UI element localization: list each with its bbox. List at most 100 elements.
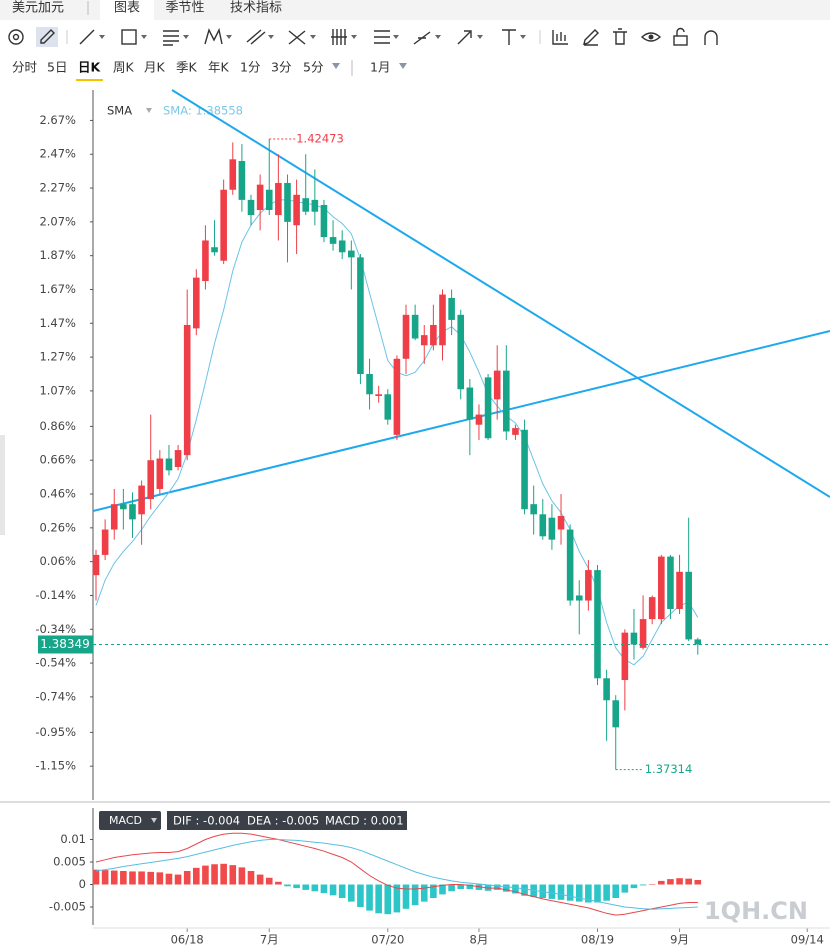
macd-bar xyxy=(685,878,692,885)
tab-active[interactable] xyxy=(100,0,154,20)
indicator-readout: SMA: 1.38558 xyxy=(163,104,243,118)
y-tick-label: 0.86% xyxy=(39,419,76,433)
side-tab[interactable] xyxy=(0,435,5,535)
period[interactable]: 日K xyxy=(78,60,102,75)
candle-body xyxy=(475,414,483,425)
x-tick-label: 08/19 xyxy=(581,933,614,947)
candle-body xyxy=(585,570,592,601)
y-tick-label: 2.47% xyxy=(39,147,76,161)
period[interactable]: 周K xyxy=(113,60,135,75)
period[interactable]: 季K xyxy=(176,60,198,75)
tool-icon[interactable] xyxy=(457,30,483,45)
macd-line xyxy=(95,832,698,916)
tool-icon[interactable] xyxy=(204,27,232,45)
macd-bar xyxy=(220,863,227,885)
tool-icon[interactable] xyxy=(288,30,316,45)
tool-icon[interactable] xyxy=(613,28,627,45)
period[interactable]: 3分 xyxy=(271,60,291,75)
tool-icon[interactable] xyxy=(413,31,441,45)
x-tick-label: 06/18 xyxy=(171,933,204,947)
tool-icon[interactable] xyxy=(583,29,599,46)
trend-line[interactable] xyxy=(92,330,830,512)
period[interactable]: 分时 xyxy=(12,60,38,75)
candle-body xyxy=(302,198,310,212)
tool-icon[interactable] xyxy=(79,29,105,45)
period[interactable]: 1分 xyxy=(240,60,260,75)
period[interactable]: 年K xyxy=(208,60,230,75)
candle-body xyxy=(548,517,556,540)
macd-bar xyxy=(448,884,455,892)
tab[interactable]: 季节性 xyxy=(165,1,204,16)
range[interactable]: 1月 xyxy=(370,60,390,75)
macd-bar xyxy=(402,884,410,909)
macd-name[interactable]: MACD xyxy=(109,814,142,827)
candle-body xyxy=(439,294,446,346)
macd-bar xyxy=(256,874,264,885)
tab[interactable]: 技术指标 xyxy=(230,1,282,16)
trend-line[interactable] xyxy=(171,89,830,498)
macd-readout: MACD : 0.001 xyxy=(325,814,404,828)
macd-bar xyxy=(110,870,118,885)
tool-icon[interactable] xyxy=(163,30,189,46)
y-tick-label: -0.34% xyxy=(35,622,76,636)
indicator-select[interactable] xyxy=(99,811,161,830)
tool-icon[interactable] xyxy=(502,29,526,45)
macd-bar xyxy=(247,871,255,885)
macd-bar xyxy=(211,864,218,885)
candle-body xyxy=(110,504,118,530)
macd-bar xyxy=(375,884,382,914)
macd-bar xyxy=(275,881,282,885)
macd-bar xyxy=(183,871,191,885)
candle-body xyxy=(375,394,382,396)
tool-icon[interactable] xyxy=(552,30,568,45)
y-tick-label: -0.54% xyxy=(35,656,76,670)
candle-body xyxy=(685,571,692,640)
candle-body xyxy=(420,335,428,346)
tool-icon[interactable] xyxy=(374,30,399,44)
period[interactable]: 5分 xyxy=(303,60,323,75)
y-tick-label: 0.06% xyxy=(39,554,76,568)
dropdown-arrow[interactable] xyxy=(332,63,340,69)
tab-strip xyxy=(0,0,830,20)
macd-bar xyxy=(621,884,629,893)
dropdown-arrow[interactable] xyxy=(151,818,157,823)
candle-body xyxy=(329,237,337,244)
y-tick-label: 0.01 xyxy=(60,832,86,846)
candle-body xyxy=(612,700,620,728)
y-tick-label: -0.005 xyxy=(49,900,86,914)
macd-bar xyxy=(439,884,446,895)
tab[interactable]: 图表 xyxy=(114,1,140,16)
period[interactable]: 5日 xyxy=(47,60,67,75)
candle-body xyxy=(493,370,501,400)
y-tick-label: 1.07% xyxy=(39,383,76,397)
tool-icon[interactable] xyxy=(8,29,24,45)
y-tick-label: -0.95% xyxy=(35,725,76,739)
dropdown-arrow[interactable] xyxy=(399,63,407,69)
tool-icon[interactable] xyxy=(246,29,274,45)
period[interactable]: 月K xyxy=(144,60,166,75)
tool-icon[interactable] xyxy=(36,27,58,47)
macd-bar xyxy=(575,884,583,902)
candle-body xyxy=(284,182,291,222)
x-tick-label: 9月 xyxy=(670,933,689,947)
y-tick-label: 1.87% xyxy=(39,248,76,262)
tool-icon[interactable] xyxy=(640,32,662,42)
tool-icon[interactable] xyxy=(704,30,718,45)
period-underline xyxy=(76,79,103,81)
tool-icon[interactable] xyxy=(673,27,688,46)
dropdown-arrow[interactable] xyxy=(146,108,152,113)
candle-body xyxy=(138,485,145,515)
candle-body xyxy=(311,199,319,212)
macd-bar xyxy=(603,884,610,901)
macd-line xyxy=(95,839,698,910)
macd-bar xyxy=(420,884,428,902)
macd-bar xyxy=(311,884,319,892)
candle-body xyxy=(147,460,155,500)
candle-body xyxy=(320,204,328,238)
tool-icon[interactable] xyxy=(331,29,357,45)
macd-bar xyxy=(384,884,392,915)
y-tick-label: 1.67% xyxy=(39,282,76,296)
tool-icon[interactable] xyxy=(121,29,147,45)
candle-body xyxy=(430,324,437,346)
candle-body xyxy=(256,184,264,211)
